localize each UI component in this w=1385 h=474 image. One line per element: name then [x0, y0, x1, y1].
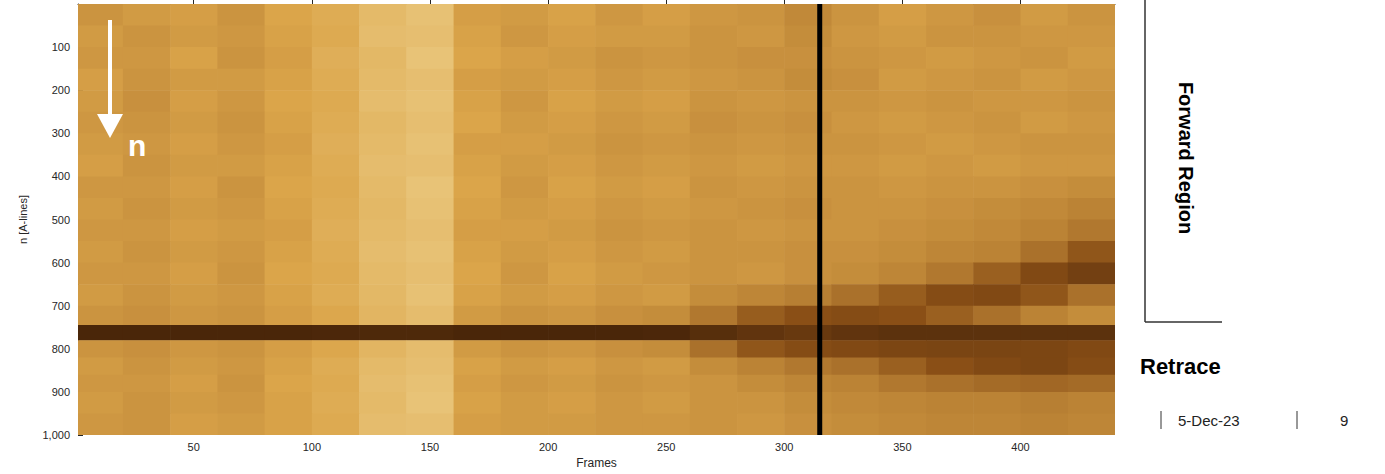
svg-text:Frames: Frames: [576, 456, 617, 470]
svg-text:50: 50: [188, 441, 200, 453]
svg-text:Retrace: Retrace: [1140, 354, 1221, 379]
svg-text:1,000: 1,000: [42, 429, 70, 441]
svg-text:300: 300: [775, 441, 793, 453]
svg-text:Forward Region: Forward Region: [1175, 82, 1197, 234]
svg-text:300: 300: [52, 127, 70, 139]
svg-text:400: 400: [1011, 441, 1029, 453]
svg-text:150: 150: [421, 441, 439, 453]
svg-text:200: 200: [52, 84, 70, 96]
svg-text:600: 600: [52, 257, 70, 269]
svg-text:200: 200: [539, 441, 557, 453]
svg-text:100: 100: [52, 41, 70, 53]
svg-text:400: 400: [52, 170, 70, 182]
svg-text:250: 250: [657, 441, 675, 453]
svg-text:350: 350: [893, 441, 911, 453]
svg-text:500: 500: [52, 214, 70, 226]
svg-text:800: 800: [52, 343, 70, 355]
svg-text:700: 700: [52, 300, 70, 312]
svg-text:n: n: [128, 129, 146, 162]
svg-text:5-Dec-23: 5-Dec-23: [1178, 412, 1240, 429]
svg-text:900: 900: [52, 386, 70, 398]
svg-text:9: 9: [1340, 412, 1348, 429]
svg-text:n [A-lines]: n [A-lines]: [17, 195, 29, 244]
svg-text:100: 100: [303, 441, 321, 453]
